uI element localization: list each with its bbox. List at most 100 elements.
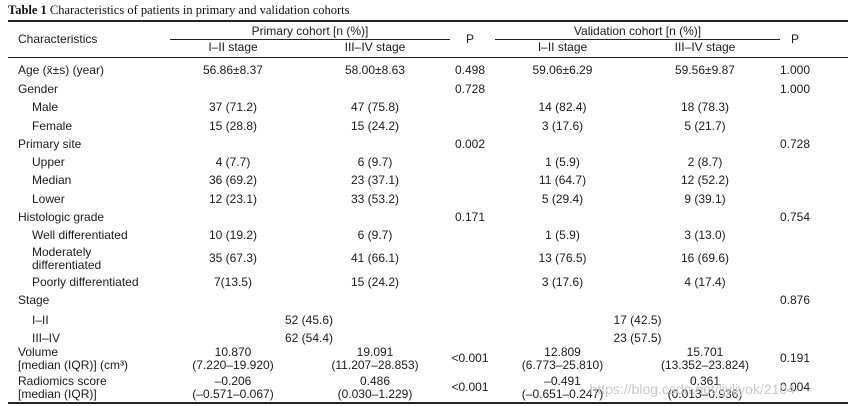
cell-p-value: 0.498 (454, 63, 486, 77)
cell-p1: 36 (69.2) (208, 173, 258, 187)
header-validation-late: III–IV stage (674, 40, 736, 54)
cell-p-value: 1.000 (779, 63, 811, 77)
header-validation-early: I–II stage (537, 40, 588, 54)
cell-v1: 5 (29.4) (541, 192, 584, 206)
cell-v1: 11 (64.7) (538, 173, 587, 187)
row-label: Age (x̄±s) (year) (18, 63, 104, 77)
table-bottom-rule (8, 402, 848, 404)
cell-p1: 7(13.5) (213, 275, 253, 289)
cell-pm: 52 (45.6) (284, 313, 334, 327)
cell-p-value: 0.191 (779, 351, 811, 365)
validation-cohort-underline (495, 39, 780, 40)
cell-p-value: 0.002 (454, 137, 486, 151)
cell-p1: 15 (28.8) (208, 119, 258, 133)
cell-p2: 47 (75.8) (350, 100, 400, 114)
cell-v1: 13 (76.5) (538, 251, 587, 265)
cell-p2: 6 (9.7) (357, 228, 393, 242)
row-label: Female (32, 119, 73, 133)
cell-v1: 59.06±6.29 (532, 63, 593, 77)
cell-p-value: 0.754 (779, 210, 811, 224)
table-top-rule (8, 20, 848, 22)
row-label: III–IV (32, 331, 61, 345)
cell-v1-iqr: (6.773–25.810) (521, 358, 604, 372)
cell-v2: 4 (17.4) (684, 275, 726, 289)
cell-v2: 59.56±9.87 (675, 63, 735, 77)
cell-p2: 0.486 (359, 374, 391, 388)
row-label-line2: differentiated (32, 258, 102, 272)
cell-v1: 12.809 (544, 345, 581, 359)
cell-p-value: 0.876 (779, 293, 811, 307)
row-label: Poorly differentiated (32, 275, 139, 289)
cell-pm: 62 (54.4) (284, 331, 334, 345)
cell-p2-iqr: (11.207–28.853) (331, 358, 419, 372)
cell-v1-iqr: (–0.651–0.247) (521, 387, 604, 401)
cell-v1: 3 (17.6) (541, 275, 584, 289)
row-label: Median (32, 173, 72, 187)
cell-p2: 6 (9.7) (357, 155, 393, 169)
header-characteristics: Characteristics (18, 32, 98, 46)
cell-v1: 1 (5.9) (545, 155, 580, 169)
cell-p-value: 0.171 (454, 210, 486, 224)
cell-p-value: 0.004 (779, 380, 811, 394)
table-caption: Table 1 Characteristics of patients in p… (8, 3, 350, 18)
header-p-primary: P (465, 32, 474, 46)
cell-v2-iqr: (0.013–0.936) (667, 387, 743, 401)
header-p-validation: P (790, 32, 799, 46)
row-label: Moderately (32, 245, 92, 259)
cell-v2: 12 (52.2) (680, 173, 730, 187)
cell-v2: 15.701 (686, 345, 724, 359)
cell-p2: 33 (53.2) (350, 192, 400, 206)
cell-p2: 41 (66.1) (350, 251, 400, 265)
cell-p2-iqr: (0.030–1.229) (337, 387, 413, 401)
header-validation-cohort: Validation cohort [n (%)] (573, 24, 702, 38)
cell-v1: 14 (82.4) (538, 100, 587, 114)
cell-p-value: 1.000 (779, 82, 811, 96)
cell-p1: 10.870 (214, 345, 252, 359)
primary-cohort-underline (170, 39, 450, 40)
cell-p1: –0.206 (214, 374, 252, 388)
cell-p-value: 0.728 (454, 82, 486, 96)
row-label: Histologic grade (18, 210, 105, 224)
cell-v2: 3 (13.0) (684, 228, 726, 242)
row-label: Radiomics score (18, 374, 107, 388)
row-label: Well differentiated (32, 228, 128, 242)
cell-p1: 4 (7.7) (215, 155, 251, 169)
cell-v2: 5 (21.7) (684, 119, 726, 133)
cell-p2: 58.00±8.63 (345, 63, 405, 77)
cell-p1-iqr: (7.220–19.920) (192, 358, 274, 372)
cell-p1: 56.86±8.37 (203, 63, 263, 77)
cell-v2: 16 (69.6) (680, 251, 730, 265)
cell-p1-iqr: (–0.571–0.067) (192, 387, 274, 401)
cell-v2-iqr: (13.352–23.824) (660, 358, 750, 372)
header-primary-cohort: Primary cohort [n (%)] (251, 24, 369, 38)
row-label-line2: [median (IQR)] (18, 387, 97, 401)
row-label: Primary site (18, 137, 82, 151)
caption-label: Table 1 (8, 3, 47, 17)
row-label: I–II (32, 313, 49, 327)
cell-p2: 19.091 (356, 345, 394, 359)
cell-v1: 1 (5.9) (545, 228, 580, 242)
watermark: https://blog.csdn.net/ljyljyok/2104 (589, 381, 795, 397)
row-label: Volume (18, 345, 59, 359)
cell-p2: 15 (24.2) (350, 275, 400, 289)
row-label: Stage (18, 293, 50, 307)
cell-p-value: 0.728 (779, 137, 811, 151)
cell-p-value: <0.001 (451, 380, 489, 394)
cell-vm: 17 (42.5) (613, 313, 662, 327)
row-label: Upper (32, 155, 65, 169)
row-label: Lower (32, 192, 65, 206)
cell-v1: –0.491 (544, 374, 581, 388)
cell-v2: 9 (39.1) (684, 192, 726, 206)
cell-v2: 18 (78.3) (680, 100, 730, 114)
row-label: Male (32, 100, 59, 114)
cell-p1: 35 (67.3) (208, 251, 258, 265)
cell-v1: 3 (17.6) (541, 119, 584, 133)
header-primary-early: I–II stage (208, 40, 258, 54)
row-label-line2: [median (IQR)] (cm³) (18, 358, 129, 372)
cell-v2: 2 (8.7) (687, 155, 723, 169)
row-label: Gender (18, 82, 59, 96)
cell-p1: 12 (23.1) (208, 192, 258, 206)
header-primary-late: III–IV stage (344, 40, 406, 54)
caption-text: Characteristics of patients in primary a… (49, 3, 350, 17)
cell-p2: 23 (37.1) (350, 173, 400, 187)
